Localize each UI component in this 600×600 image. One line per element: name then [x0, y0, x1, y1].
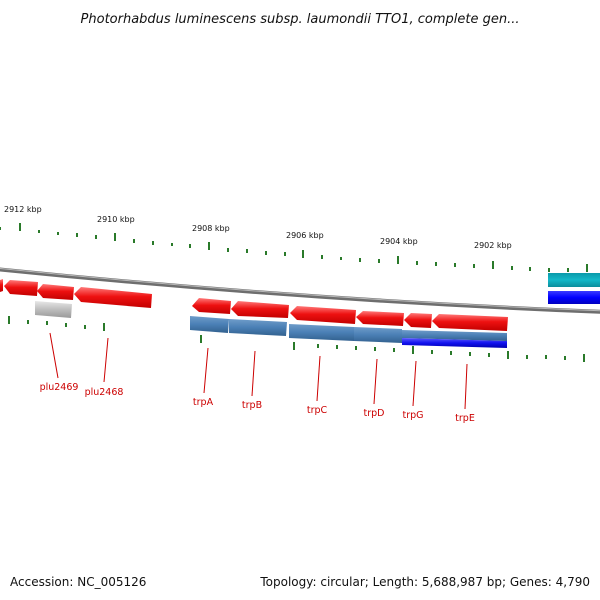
scale-label: 2912 kbp: [4, 205, 42, 214]
gene-feature: [35, 301, 72, 318]
label-leader: [464, 363, 468, 410]
scale-labels: 2912 kbp 2910 kbp 2908 kbp 2906 kbp 2904…: [4, 205, 512, 250]
accession-label: Accession: NC_005126: [10, 575, 146, 589]
gene-label-leaders: [49, 332, 468, 410]
gene-feature: [548, 273, 600, 287]
gene-label-plu2469: plu2469: [40, 382, 79, 393]
edge-features: [548, 273, 600, 304]
gene-label-trpA: trpA: [193, 397, 214, 408]
scale-label: 2904 kbp: [380, 237, 418, 246]
genome-backbone-highlight: [0, 268, 600, 312]
gene-arrow: [432, 314, 508, 331]
map-title: Photorhabdus luminescens subsp. laumondi…: [81, 12, 520, 27]
gene-arrow: [0, 279, 3, 292]
label-leader: [203, 347, 209, 394]
gene-label-trpC: trpC: [307, 405, 328, 416]
label-leader: [49, 332, 59, 379]
gene-label-trpE: trpE: [455, 413, 475, 424]
gene-arrow: [404, 313, 432, 328]
label-leader: [251, 350, 256, 397]
gene-arrow: [37, 284, 74, 300]
gene-arrow: [356, 311, 404, 326]
gene-arrow: [192, 298, 231, 314]
gene-feature: [354, 327, 402, 343]
gene-feature: [548, 291, 600, 304]
gene-label-trpD: trpD: [364, 408, 385, 419]
gene-labels: plu2469 plu2468 trpA trpB trpC trpD trpG…: [40, 382, 475, 424]
gene-feature: [190, 316, 229, 333]
reverse-strand-genes: [0, 279, 508, 331]
gene-label-trpB: trpB: [242, 400, 262, 411]
gene-label-plu2468: plu2468: [85, 387, 124, 398]
gene-feature: [402, 338, 507, 348]
gene-arrow: [74, 287, 152, 308]
gene-label-trpG: trpG: [402, 410, 423, 421]
scale-label: 2906 kbp: [286, 231, 324, 240]
feature-track: [35, 301, 507, 348]
gene-feature: [402, 330, 507, 341]
gene-arrow: [4, 280, 38, 296]
label-leader: [412, 360, 417, 407]
gene-arrow: [231, 301, 289, 318]
outer-tick-ring: [0, 223, 588, 272]
scale-label: 2910 kbp: [97, 215, 135, 224]
scale-label: 2902 kbp: [474, 241, 512, 250]
gene-feature: [289, 324, 354, 341]
label-leader: [373, 358, 378, 405]
label-leader: [316, 355, 321, 402]
gene-feature: [229, 319, 287, 336]
topology-summary: Topology: circular; Length: 5,688,987 bp…: [259, 575, 590, 589]
genome-backbone: [0, 267, 600, 314]
scale-label: 2908 kbp: [192, 224, 230, 233]
inner-tick-ring: [8, 316, 585, 362]
label-leader: [103, 337, 109, 383]
gene-arrow: [290, 306, 356, 324]
